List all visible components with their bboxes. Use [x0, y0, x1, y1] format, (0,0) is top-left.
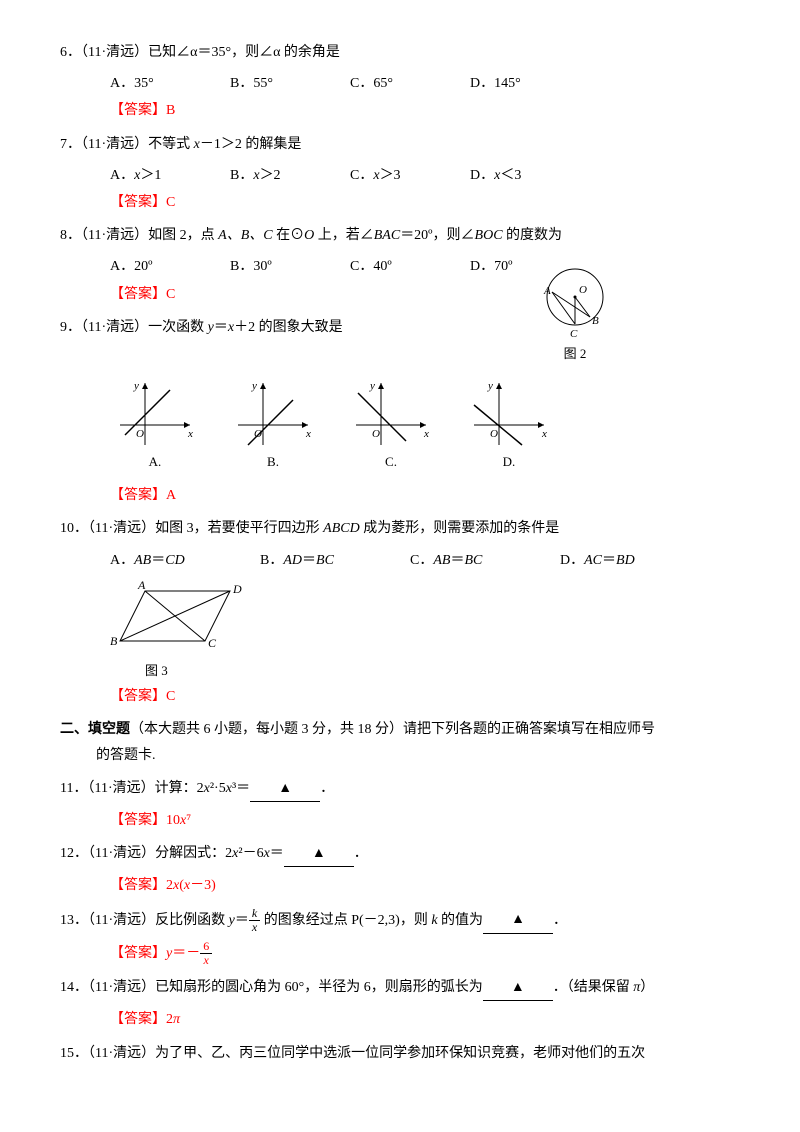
q8-src: （11·清远）: [81, 228, 148, 243]
blank-14: ▲: [483, 975, 553, 1001]
question-8: 8．（11·清远）如图 2，点 A、B、C 在⊙O 上，若∠BAC＝20º，则∠…: [60, 223, 740, 248]
q10-opt-c: C．AB＝BC: [410, 548, 540, 573]
q7-opt-c: C．x＞3: [350, 163, 450, 188]
svg-text:O: O: [490, 428, 498, 440]
figure-3: A D B C 图 3: [60, 579, 740, 682]
figure-2-label: 图 2: [530, 342, 620, 365]
q10-opt-a: A．AB＝CD: [110, 548, 240, 573]
q8-answer: 【答案】C: [60, 282, 740, 307]
graph-a: O x y A.: [110, 375, 200, 473]
svg-text:B: B: [592, 315, 599, 327]
svg-text:y: y: [251, 380, 257, 392]
question-7: 7．（11·清远）不等式 x－1＞2 的解集是: [60, 132, 740, 157]
q13-answer: 【答案】y＝－6x: [60, 940, 740, 967]
q7-opt-b: B．x＞2: [230, 163, 330, 188]
q11-answer: 【答案】10x⁷: [60, 808, 740, 833]
svg-text:y: y: [369, 380, 375, 392]
q6-text: 已知∠α＝35°，则∠α 的余角是: [148, 45, 340, 60]
q7-options: A．x＞1 B．x＞2 C．x＞3 D．x＜3: [60, 163, 740, 188]
svg-text:y: y: [133, 380, 139, 392]
svg-text:O: O: [254, 428, 262, 440]
q10-src: （11·清远）: [88, 521, 155, 536]
q14-answer: 【答案】2π: [60, 1007, 740, 1032]
question-9: 9．（11·清远）一次函数 y＝x＋2 的图象大致是: [60, 315, 740, 340]
question-10: 10．（11·清远）如图 3，若要使平行四边形 ABCD 成为菱形，则需要添加的…: [60, 516, 740, 541]
q8-options: A．20º B．30º C．40º D．70º: [60, 254, 740, 279]
q8-opt-a: A．20º: [110, 254, 210, 279]
svg-text:O: O: [372, 428, 380, 440]
svg-text:C: C: [570, 328, 578, 340]
q6-src: （11·清远）: [81, 45, 148, 60]
svg-text:x: x: [187, 428, 193, 440]
q8-opt-b: B．30º: [230, 254, 330, 279]
q8-num: 8．: [60, 228, 81, 243]
svg-text:D: D: [232, 582, 242, 596]
svg-text:A: A: [137, 579, 146, 592]
question-12: 12．（11·清远）分解因式：2x²－6x＝▲．: [60, 841, 740, 867]
q8-opt-d: D．70º: [470, 254, 530, 279]
svg-text:x: x: [541, 428, 547, 440]
question-6: 6．（11·清远）已知∠α＝35°，则∠α 的余角是: [60, 40, 740, 65]
q10-opt-b: B．AD＝BC: [260, 548, 390, 573]
graph-b: O x y B.: [228, 375, 318, 473]
q10-opt-d: D．AC＝BD: [560, 548, 690, 573]
blank-11: ▲: [250, 776, 320, 802]
question-13: 13．（11·清远）反比例函数 y＝kx 的图象经过点 P(－2,3)，则 k …: [60, 907, 740, 934]
q6-opt-c: C．65°: [350, 71, 450, 96]
q12-answer: 【答案】2x(x－3): [60, 873, 740, 898]
q7-opt-d: D．x＜3: [470, 163, 570, 188]
q7-answer: 【答案】C: [60, 190, 740, 215]
section-2-desc2: 的答题卡.: [60, 743, 740, 768]
q6-answer: 【答案】B: [60, 98, 740, 123]
svg-text:y: y: [487, 380, 493, 392]
blank-13: ▲: [483, 907, 553, 933]
section-2-header: 二、填空题（本大题共 6 小题，每小题 3 分，共 18 分）请把下列各题的正确…: [60, 717, 740, 742]
q6-opt-a: A．35°: [110, 71, 210, 96]
svg-text:O: O: [579, 284, 587, 296]
blank-12: ▲: [284, 841, 354, 867]
parallelogram-diagram-icon: A D B C: [110, 579, 260, 659]
q6-opt-b: B．55°: [230, 71, 330, 96]
q9-num: 9．: [60, 320, 81, 335]
q6-opt-d: D．145°: [470, 71, 570, 96]
question-11: 11．（11·清远）计算：2x²·5x³＝▲．: [60, 776, 740, 802]
q10-num: 10．: [60, 521, 88, 536]
q7-num: 7．: [60, 137, 81, 152]
figure-3-label: 图 3: [110, 659, 740, 682]
q8-opt-c: C．40º: [350, 254, 450, 279]
graph-d: O x y D.: [464, 375, 554, 473]
q9-answer: 【答案】A: [60, 483, 740, 508]
svg-text:x: x: [305, 428, 311, 440]
q9-graphs: O x y A. O x y B. O x y C.: [60, 375, 740, 473]
svg-text:O: O: [136, 428, 144, 440]
svg-text:A: A: [543, 285, 551, 297]
q10-answer: 【答案】C: [60, 684, 740, 709]
q6-num: 6．: [60, 45, 81, 60]
q6-options: A．35° B．55° C．65° D．145°: [60, 71, 740, 96]
svg-text:x: x: [423, 428, 429, 440]
fraction-k-x: kx: [249, 907, 260, 934]
q10-options: A．AB＝CD B．AD＝BC C．AB＝BC D．AC＝BD: [60, 548, 740, 573]
q7-opt-a: A．x＞1: [110, 163, 210, 188]
q7-src: （11·清远）: [81, 137, 148, 152]
question-15: 15．（11·清远）为了甲、乙、丙三位同学中选派一位同学参加环保知识竞赛，老师对…: [60, 1041, 740, 1066]
question-14: 14．（11·清远）已知扇形的圆心角为 60°，半径为 6，则扇形的弧长为▲．（…: [60, 975, 740, 1001]
svg-text:B: B: [110, 634, 118, 648]
graph-c: O x y C.: [346, 375, 436, 473]
q9-src: （11·清远）: [81, 320, 148, 335]
svg-text:C: C: [208, 636, 217, 650]
